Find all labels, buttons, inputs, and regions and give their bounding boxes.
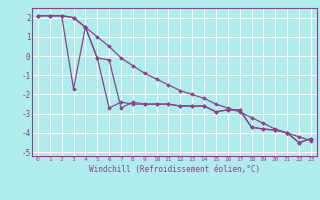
X-axis label: Windchill (Refroidissement éolien,°C): Windchill (Refroidissement éolien,°C) xyxy=(89,165,260,174)
